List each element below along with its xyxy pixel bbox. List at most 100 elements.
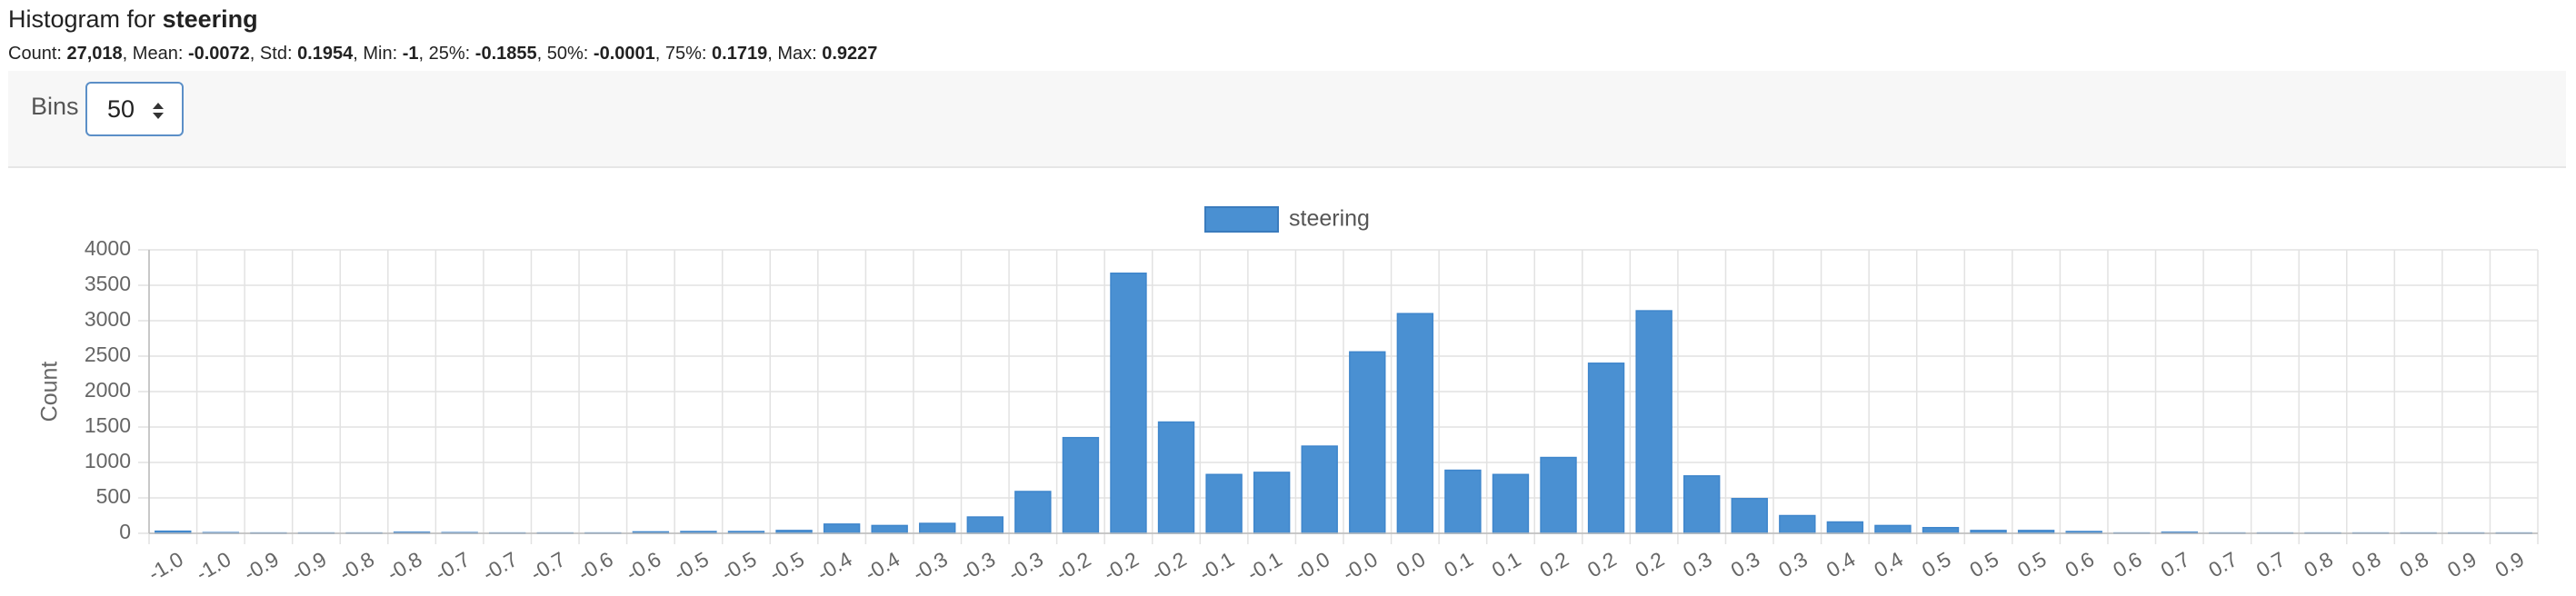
y-tick-label: 1500: [85, 413, 131, 437]
bar: [1205, 473, 1243, 534]
x-tick-label: 0.2: [1631, 547, 1668, 582]
bar: [1301, 445, 1338, 534]
select-arrows: [153, 103, 164, 119]
title-prefix: Histogram for: [8, 5, 156, 33]
stats-line: Count: 27,018, Mean: -0.0072, Std: 0.195…: [8, 44, 877, 65]
x-tick-label: -0.1: [1195, 547, 1238, 585]
x-tick-label: -0.3: [1004, 547, 1047, 585]
x-tick-label: 0.9: [2491, 547, 2529, 582]
bar: [1349, 351, 1386, 534]
x-tick-label: -0.6: [622, 547, 664, 585]
stat-separator: ,: [654, 44, 665, 64]
bar: [1587, 363, 1625, 534]
x-tick-label: 0.8: [2300, 547, 2337, 582]
stat-value: -1: [402, 44, 419, 64]
bar: [1396, 313, 1434, 534]
y-tick-label: 500: [96, 484, 131, 508]
stat-separator: ,: [418, 44, 429, 64]
y-tick-label: 4000: [85, 236, 131, 260]
bar: [1826, 521, 1864, 534]
x-tick-label: -0.3: [908, 547, 951, 585]
x-tick-label: 0.7: [2252, 547, 2290, 582]
x-tick-label: -0.8: [383, 547, 425, 585]
controls-panel: Bins 50: [8, 71, 2566, 168]
y-axis-label: Count: [37, 362, 63, 422]
bar: [1014, 491, 1052, 534]
x-tick-label: 0.3: [1774, 547, 1812, 582]
y-tick-label: 1000: [85, 449, 131, 472]
x-tick-label: -0.0: [1291, 547, 1333, 585]
x-tick-label: 0.5: [1918, 547, 1955, 582]
x-tick-label: -0.0: [1338, 547, 1381, 585]
y-tick-label: 2500: [85, 343, 131, 366]
stat-value: -0.0001: [593, 44, 655, 64]
stat-value: 27,018: [66, 44, 123, 64]
stat-value: 0.1719: [712, 44, 768, 64]
x-tick-label: 0.0: [1393, 547, 1430, 582]
bins-value: 50: [107, 95, 135, 123]
stat-separator: ,: [536, 44, 547, 64]
x-tick-label: 0.8: [2395, 547, 2432, 582]
x-tick-label: 0.3: [1679, 547, 1716, 582]
x-tick-label: -0.8: [335, 547, 378, 585]
x-tick-label: 0.6: [2062, 547, 2099, 582]
x-tick-label: -0.5: [717, 547, 760, 585]
y-tick-label: 0: [119, 520, 131, 543]
bar: [1683, 475, 1721, 534]
x-tick-label: 0.9: [2443, 547, 2481, 582]
bar: [1874, 524, 1912, 534]
stat-label: Std:: [259, 44, 293, 64]
stat-separator: ,: [767, 44, 778, 64]
stat-label: 75%:: [664, 44, 707, 64]
x-tick-label: -0.9: [240, 547, 283, 585]
stat-value: 0.9227: [822, 44, 878, 64]
stat-value: -0.1855: [474, 44, 537, 64]
bar: [1731, 498, 1768, 534]
x-tick-label: -0.1: [1243, 547, 1285, 585]
x-tick-label: -0.9: [287, 547, 330, 585]
x-tick-label: 0.4: [1822, 547, 1860, 582]
x-tick-label: 0.1: [1488, 547, 1525, 582]
stat-label: Mean:: [132, 44, 184, 64]
x-tick-label: 0.2: [1535, 547, 1573, 582]
stat-label: 25%:: [428, 44, 471, 64]
stat-label: Min:: [363, 44, 398, 64]
x-tick-label: 0.8: [2348, 547, 2385, 582]
x-tick-label: -0.2: [1100, 547, 1143, 585]
bar: [1779, 514, 1816, 534]
stat-label: 50%:: [546, 44, 589, 64]
x-tick-label: 0.3: [1727, 547, 1764, 582]
chart: steering Count 0 500 1000 1500 2000 2500 3000 350…: [37, 206, 2539, 585]
histogram-title: Histogram for steering: [8, 5, 258, 34]
x-tick-label: 0.4: [1870, 547, 1907, 582]
stat-separator: ,: [249, 44, 260, 64]
x-tick-label: -0.7: [478, 547, 521, 585]
stat-label: Max:: [777, 44, 817, 64]
x-tick-label: -0.2: [1052, 547, 1094, 585]
bins-label: Bins: [31, 93, 79, 120]
x-tick-label: -0.4: [813, 547, 856, 585]
stat-value: 0.1954: [297, 44, 354, 64]
bar: [1540, 456, 1577, 534]
bar: [1492, 473, 1530, 534]
bar: [966, 516, 1003, 534]
bar: [1110, 272, 1147, 534]
y-tick-label: 3000: [85, 307, 131, 331]
bar: [1444, 469, 1482, 534]
bins-select[interactable]: 50: [85, 82, 184, 136]
x-tick-label: 0.5: [2013, 547, 2051, 582]
x-tick-label: 0.5: [1965, 547, 2002, 582]
x-tick-label: -0.3: [956, 547, 999, 585]
legend-label: steering: [1289, 206, 1370, 232]
legend-swatch: [1204, 206, 1279, 233]
x-tick-label: 0.2: [1583, 547, 1621, 582]
x-tick-label: -0.4: [861, 547, 904, 585]
x-tick-label: 0.7: [2204, 547, 2242, 582]
bar: [1922, 527, 1960, 534]
bar: [871, 524, 908, 534]
x-tick-label: -0.5: [670, 547, 713, 585]
stat-separator: ,: [353, 44, 364, 64]
x-tick-label: -0.5: [765, 547, 808, 585]
x-tick-label: -0.2: [1147, 547, 1190, 585]
y-tick-label: 2000: [85, 378, 131, 402]
